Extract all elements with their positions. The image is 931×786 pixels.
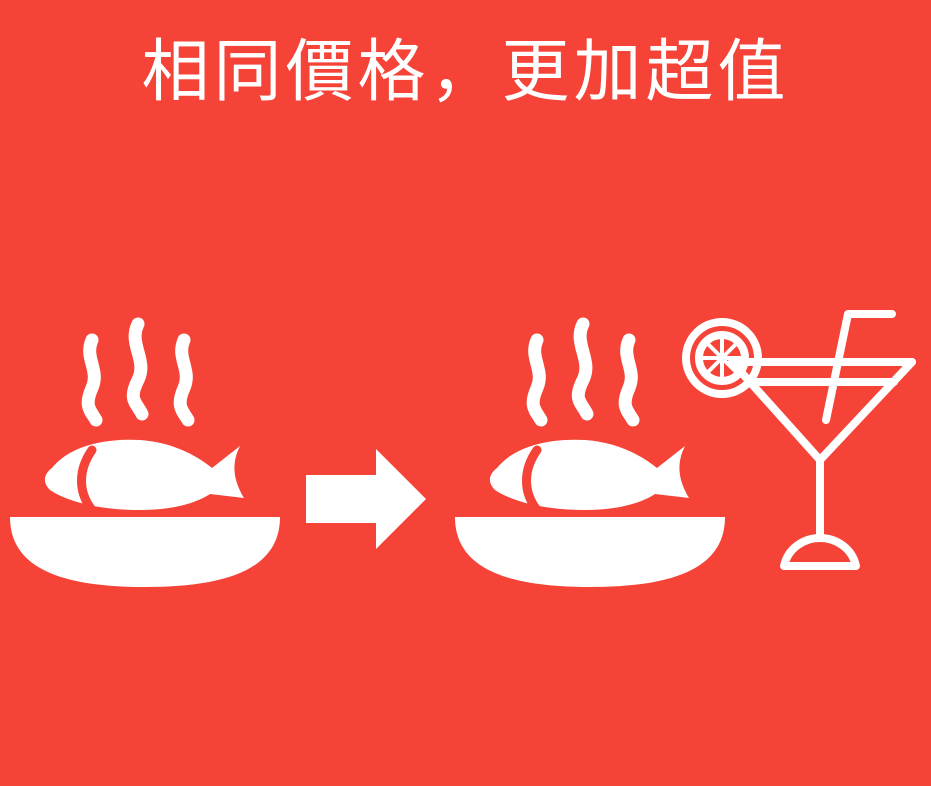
hot-fish-dish-icon [10,317,280,587]
cocktail-glass-icon [682,310,916,570]
right-arrow-icon [306,449,426,549]
hot-fish-dish-icon [455,317,725,587]
headline: 相同價格，更加超值 [141,33,790,112]
